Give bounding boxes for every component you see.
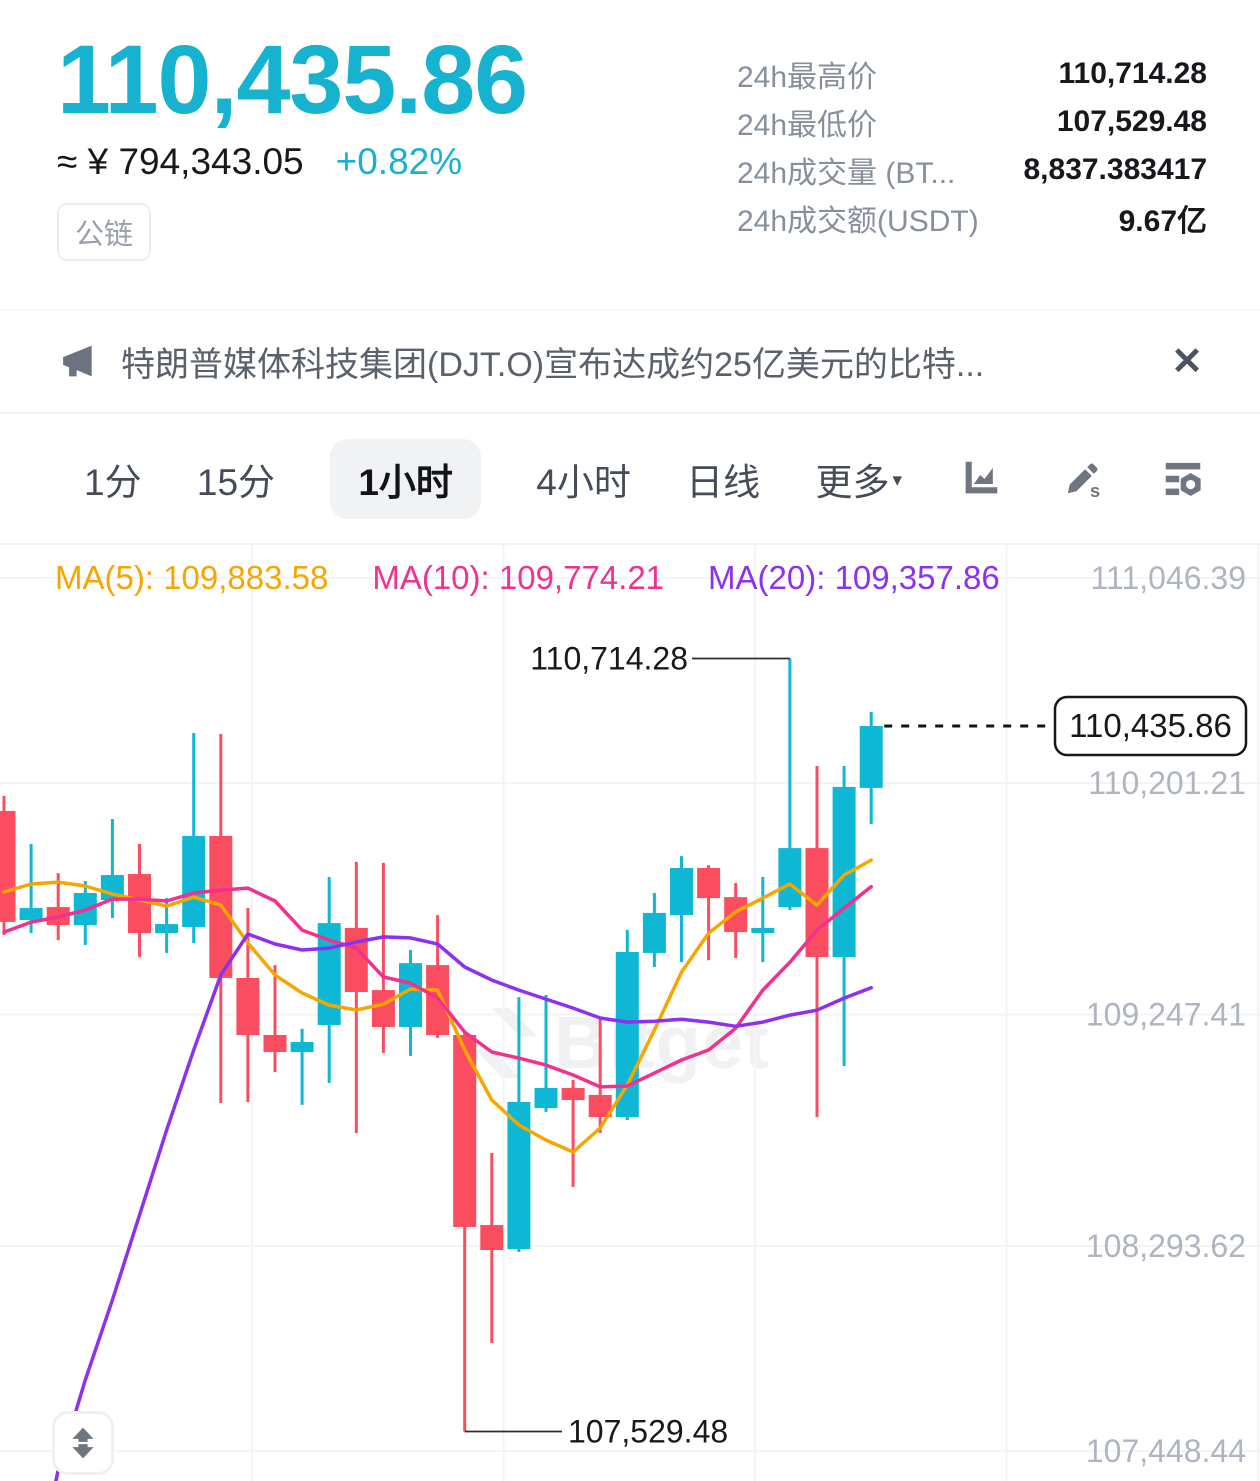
ma-legend: MA(5): 109,883.58 MA(10): 109,774.21 MA(… bbox=[55, 559, 1000, 597]
stat-row-volume: 24h成交量 (BT... 8,837.383417 bbox=[737, 146, 1207, 194]
svg-text:110,435.86: 110,435.86 bbox=[1069, 707, 1232, 744]
last-price: 110,435.86 bbox=[57, 25, 528, 134]
stat-label: 24h成交额(USDT) bbox=[737, 205, 979, 238]
stat-label: 24h成交量 (BT... bbox=[737, 157, 956, 190]
fiat-row: ≈ ¥ 794,343.05 +0.82% bbox=[57, 141, 527, 183]
stat-label: 24h最高价 bbox=[737, 61, 878, 94]
svg-text:110,201.21: 110,201.21 bbox=[1088, 765, 1246, 801]
news-text: 特朗普媒体科技集团(DJT.O)宣布达成约25亿美元的比特... bbox=[121, 345, 985, 384]
svg-text:110,714.28: 110,714.28 bbox=[530, 640, 688, 676]
news-ticker[interactable]: 特朗普媒体科技集团(DJT.O)宣布达成约25亿美元的比特... ✕ bbox=[0, 309, 1260, 414]
interval-toolbar: 1分 15分 1小时 4小时 日线 更多 ▾ s bbox=[0, 414, 1260, 545]
candlestick-chart[interactable]: 111,046.39 110,201.21 109,247.41 108,293.62… bbox=[0, 545, 1260, 1481]
change-percent: +0.82% bbox=[335, 140, 463, 182]
tab-1min[interactable]: 1分 bbox=[84, 461, 142, 503]
stat-value: 9.67亿 bbox=[1118, 205, 1207, 238]
expand-button[interactable] bbox=[52, 1411, 114, 1475]
chevron-down-icon: ▾ bbox=[892, 469, 902, 491]
svg-text:108,293.62: 108,293.62 bbox=[1086, 1228, 1246, 1264]
chain-tag[interactable]: 公链 bbox=[57, 202, 152, 261]
chart-type-icon[interactable] bbox=[957, 456, 1003, 502]
indicators-icon[interactable] bbox=[1160, 456, 1206, 502]
draw-tools-icon[interactable]: s bbox=[1059, 456, 1105, 502]
svg-text:107,448.44: 107,448.44 bbox=[1086, 1433, 1246, 1469]
ma-legend-item-0: MA(5): 109,883.58 bbox=[55, 559, 329, 596]
expand-vertical-icon bbox=[72, 1427, 94, 1459]
candles-layer bbox=[0, 658, 883, 1432]
fiat-value: ≈ ¥ 794,343.05 bbox=[57, 140, 304, 182]
close-icon[interactable]: ✕ bbox=[1171, 340, 1203, 383]
svg-text:109,247.41: 109,247.41 bbox=[1086, 997, 1246, 1033]
stat-value: 110,714.28 bbox=[1058, 57, 1208, 90]
stat-row-turnover: 24h成交额(USDT) 9.67亿 bbox=[737, 194, 1207, 242]
tab-4hour[interactable]: 4小时 bbox=[536, 461, 631, 503]
tab-more[interactable]: 更多 ▾ bbox=[815, 461, 902, 503]
annotations-layer: 111,046.39 110,201.21 109,247.41 108,293.62… bbox=[464, 560, 1248, 1469]
svg-text:107,529.48: 107,529.48 bbox=[568, 1413, 728, 1449]
ma-legend-item-1: MA(10): 109,774.21 bbox=[372, 559, 665, 596]
stats-panel: 24h最高价 110,714.28 24h最低价 107,529.48 24h成… bbox=[737, 50, 1207, 242]
tab-15min[interactable]: 15分 bbox=[196, 461, 276, 503]
tab-1hour[interactable]: 1小时 bbox=[330, 438, 481, 519]
svg-text:s: s bbox=[1090, 481, 1100, 501]
stat-row-low: 24h最低价 107,529.48 bbox=[737, 98, 1207, 146]
svg-text:111,046.39: 111,046.39 bbox=[1091, 560, 1246, 596]
ma-lines-layer bbox=[2, 858, 873, 1481]
gridlines bbox=[0, 545, 1260, 1481]
price-chart-pane: Bitget 111,046.39 110,201.21 109,247.41 108… bbox=[0, 545, 1260, 1481]
stat-row-high: 24h最高价 110,714.28 bbox=[737, 50, 1207, 98]
stat-value: 107,529.48 bbox=[1056, 105, 1207, 138]
stat-label: 24h最低价 bbox=[737, 109, 878, 142]
ma-legend-item-2: MA(20): 109,357.86 bbox=[708, 559, 1000, 596]
tab-daily[interactable]: 日线 bbox=[686, 461, 761, 503]
megaphone-icon bbox=[63, 345, 92, 377]
stat-value: 8,837.383417 bbox=[1023, 153, 1207, 186]
price-header: 110,435.86 ≈ ¥ 794,343.05 +0.82% 公链 bbox=[57, 25, 528, 261]
